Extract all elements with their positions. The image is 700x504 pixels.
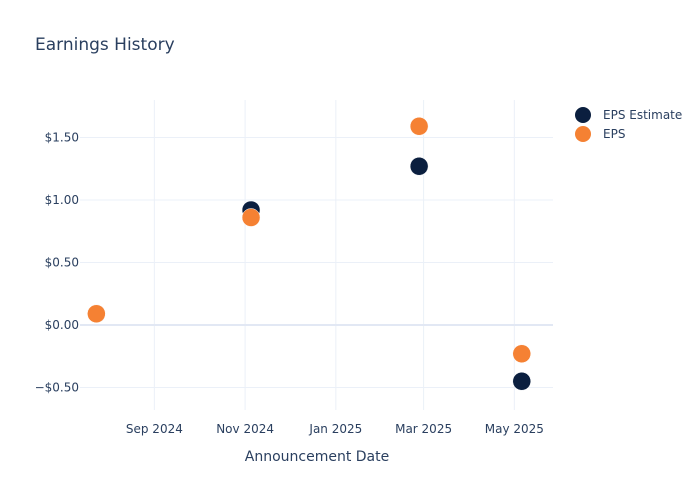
legend[interactable]: EPS Estimate EPS <box>575 107 682 142</box>
chart-title: Earnings History <box>35 35 175 55</box>
data-point[interactable] <box>512 344 532 363</box>
x-tick-label: Sep 2024 <box>126 422 183 436</box>
legend-marker[interactable] <box>575 107 591 123</box>
data-point[interactable] <box>512 372 532 391</box>
y-tick-label: −$0.50 <box>35 381 79 395</box>
y-tick-label: $1.00 <box>45 193 79 207</box>
data-point[interactable] <box>409 117 429 136</box>
x-tick-label: May 2025 <box>485 422 544 436</box>
axis-layer: Sep 2024 Nov 2024 Jan 2025 Mar 2025 May 2025… <box>35 131 544 437</box>
legend-marker[interactable] <box>575 126 591 142</box>
data-point[interactable] <box>87 304 106 323</box>
x-tick-label: Nov 2024 <box>216 422 274 436</box>
legend-label[interactable]: EPS Estimate <box>603 108 682 122</box>
points-layer <box>87 117 532 391</box>
legend-label[interactable]: EPS <box>603 127 625 141</box>
x-tick-label: Mar 2025 <box>395 422 452 436</box>
y-tick-label: $0.00 <box>45 318 79 332</box>
grid-layer <box>80 100 553 410</box>
data-point[interactable] <box>409 157 429 176</box>
y-tick-label: $1.50 <box>45 131 79 145</box>
data-point[interactable] <box>241 208 261 227</box>
x-axis-title: Announcement Date <box>245 449 389 465</box>
y-tick-label: $0.50 <box>45 256 79 270</box>
x-tick-label: Jan 2025 <box>308 422 362 436</box>
